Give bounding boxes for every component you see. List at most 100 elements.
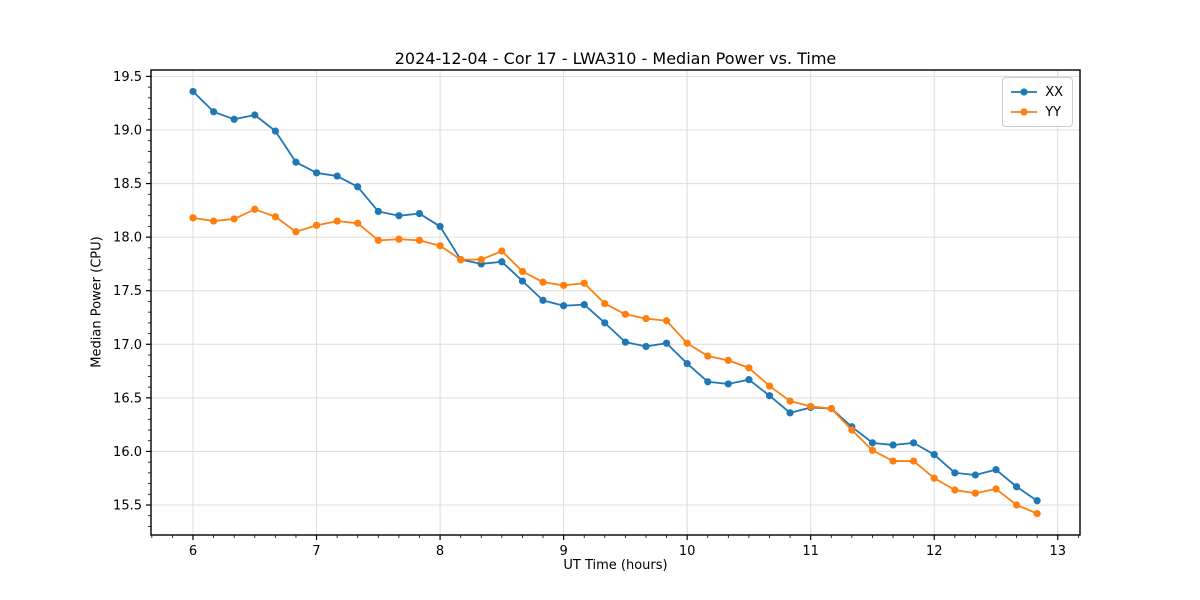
data-point-xx [560, 302, 568, 310]
data-point-xx [662, 339, 671, 347]
data-point-yy [868, 446, 877, 454]
data-point-yy [786, 397, 794, 405]
data-point-xx [601, 319, 609, 327]
data-point-yy [1013, 501, 1021, 509]
series-line-yy [192, 208, 1038, 515]
data-point-yy [292, 228, 300, 236]
chart-title: 2024-12-04 - Cor 17 - LWA310 - Median Po… [394, 49, 837, 68]
legend-item-yy: YY [1010, 102, 1063, 122]
y-tick-label: 19.5 [113, 70, 142, 85]
data-point-yy [683, 339, 691, 347]
data-point-yy [704, 352, 712, 360]
data-point-xx [333, 172, 341, 180]
y-tick-label: 16.5 [113, 391, 142, 406]
data-point-xx [786, 409, 794, 417]
data-point-yy [271, 213, 280, 221]
x-tick-label: 11 [802, 544, 819, 559]
data-point-xx [951, 469, 959, 477]
x-tick-label: 10 [679, 544, 696, 559]
data-point-xx [518, 277, 527, 285]
data-point-xx [1033, 497, 1041, 505]
data-point-yy [621, 310, 629, 318]
data-point-yy [642, 314, 650, 323]
data-point-yy [251, 205, 259, 213]
data-point-yy [745, 364, 753, 372]
data-point-yy [724, 356, 732, 364]
data-point-yy [436, 242, 444, 250]
legend-item-xx: XX [1010, 82, 1063, 102]
data-point-yy [765, 382, 774, 390]
data-point-xx [539, 296, 547, 304]
y-tick-label: 15.5 [113, 499, 142, 514]
data-point-yy [560, 281, 568, 289]
data-point-yy [374, 236, 382, 244]
data-point-yy [951, 486, 959, 494]
data-point-yy [312, 221, 321, 229]
series-line-xx [192, 90, 1038, 502]
data-point-xx [930, 451, 938, 459]
legend-label-xx: XX [1045, 84, 1063, 100]
y-tick-label: 18.0 [113, 231, 142, 246]
y-tick-label: 17.5 [113, 284, 142, 299]
data-point-xx [354, 183, 362, 191]
data-point-xx [312, 169, 321, 177]
legend-marker-yy-icon [1011, 108, 1038, 116]
data-point-xx [395, 212, 403, 220]
data-point-xx [724, 380, 732, 388]
data-point-xx [683, 359, 691, 368]
data-point-yy [354, 219, 362, 227]
data-point-yy [457, 256, 465, 264]
y-axis-label: Median Power (CPU) [89, 236, 105, 368]
x-tick-label: 9 [559, 544, 567, 559]
data-point-yy [827, 404, 835, 413]
data-point-xx [971, 471, 979, 479]
data-point-xx [765, 392, 774, 400]
data-point-xx [992, 466, 1000, 474]
x-tick-label: 12 [926, 544, 943, 559]
data-point-xx [374, 207, 382, 216]
data-point-xx [889, 441, 897, 449]
data-point-xx [745, 376, 753, 384]
data-point-yy [498, 247, 506, 255]
data-point-yy [889, 457, 897, 465]
data-point-yy [189, 214, 197, 222]
data-point-xx [498, 258, 506, 266]
data-point-xx [704, 378, 712, 386]
data-point-xx [621, 338, 629, 346]
data-point-xx [189, 87, 197, 96]
data-point-xx [415, 209, 424, 218]
data-point-xx [251, 111, 259, 119]
legend-dot-yy [1020, 108, 1028, 116]
x-axis-label: UT Time (hours) [563, 558, 668, 573]
data-point-yy [662, 317, 671, 325]
data-point-yy [1033, 509, 1041, 518]
axes-frame [150, 69, 1081, 536]
data-point-xx [292, 158, 300, 166]
x-tick-label: 7 [312, 544, 320, 559]
legend-marker-xx-icon [1011, 88, 1038, 96]
data-point-yy [909, 457, 918, 465]
data-point-yy [848, 426, 856, 434]
data-point-yy [971, 489, 979, 497]
data-point-yy [210, 217, 218, 225]
x-tick-label: 13 [1049, 544, 1066, 559]
data-point-yy [807, 402, 815, 411]
data-point-yy [992, 485, 1000, 493]
data-point-yy [477, 256, 485, 264]
data-point-yy [930, 474, 938, 482]
legend: XX YY [1002, 77, 1073, 127]
data-point-yy [539, 278, 547, 286]
data-point-yy [601, 299, 609, 308]
data-point-xx [909, 439, 918, 447]
x-tick-label: 6 [189, 544, 197, 559]
data-point-xx [230, 115, 238, 123]
data-point-xx [580, 301, 588, 309]
legend-label-yy: YY [1045, 104, 1062, 120]
data-point-yy [395, 235, 403, 243]
data-point-yy [333, 217, 341, 225]
x-tick-label: 8 [436, 544, 444, 559]
data-point-yy [518, 267, 527, 276]
legend-dot-xx [1020, 88, 1028, 96]
